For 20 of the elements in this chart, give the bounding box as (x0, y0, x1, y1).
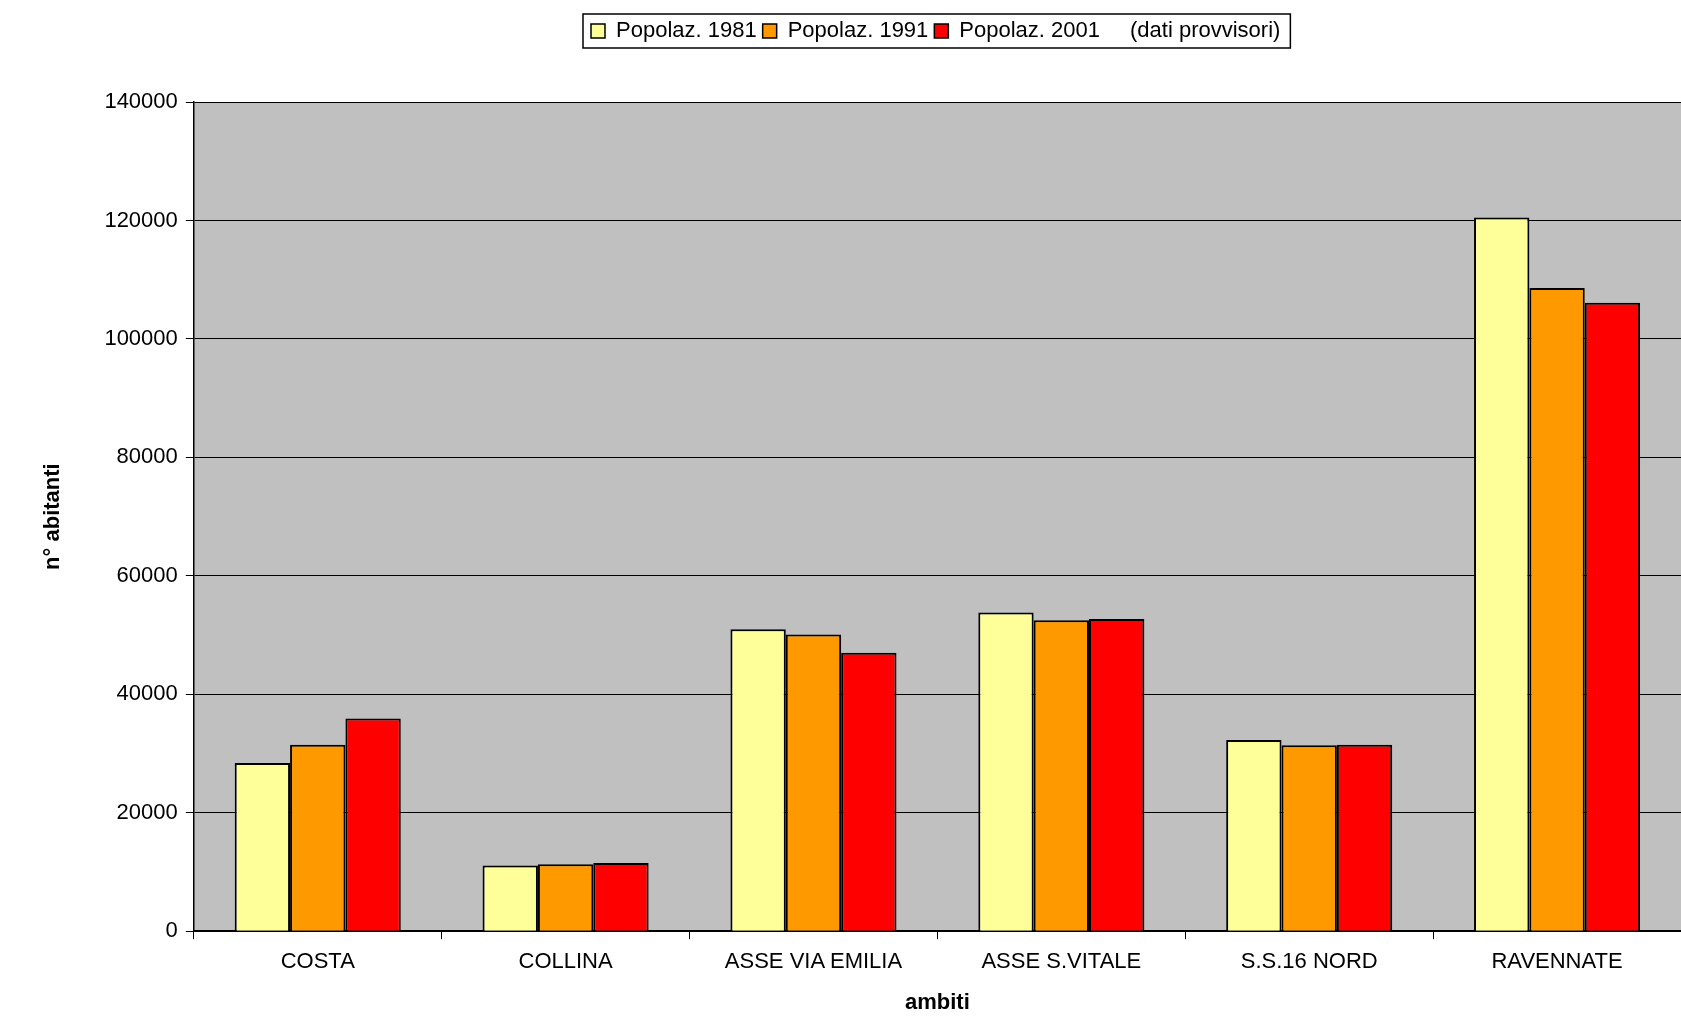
y-tick-label: 40000 (116, 680, 178, 706)
y-tick-label: 80000 (116, 443, 178, 469)
y-axis-title: n° abitanti (39, 463, 65, 570)
x-tick-label: RAVENNATE (1491, 948, 1623, 974)
y-tick-label: 120000 (104, 206, 178, 232)
legend-label: Popolaz. 2001 (959, 17, 1101, 43)
legend-label: Popolaz. 1981 (616, 17, 757, 43)
x-tick-label: ASSE VIA EMILIA (724, 948, 903, 974)
y-tick-label: 0 (165, 917, 178, 943)
y-tick-label: 20000 (116, 798, 178, 824)
y-tick-label: 100000 (104, 324, 178, 350)
legend-label: Popolaz. 1991 (787, 17, 929, 43)
x-tick-label: ASSE S.VITALE (981, 948, 1142, 974)
y-tick-label: 140000 (104, 88, 178, 114)
y-tick-label: 60000 (116, 561, 178, 587)
x-tick-label: COLLINA (518, 948, 613, 974)
text: (dati provvisori) (1130, 17, 1281, 43)
x-tick-label: S.S.16 NORD (1240, 948, 1378, 974)
x-tick-label: COSTA (280, 948, 356, 974)
x-axis-title: ambiti (905, 988, 970, 1014)
